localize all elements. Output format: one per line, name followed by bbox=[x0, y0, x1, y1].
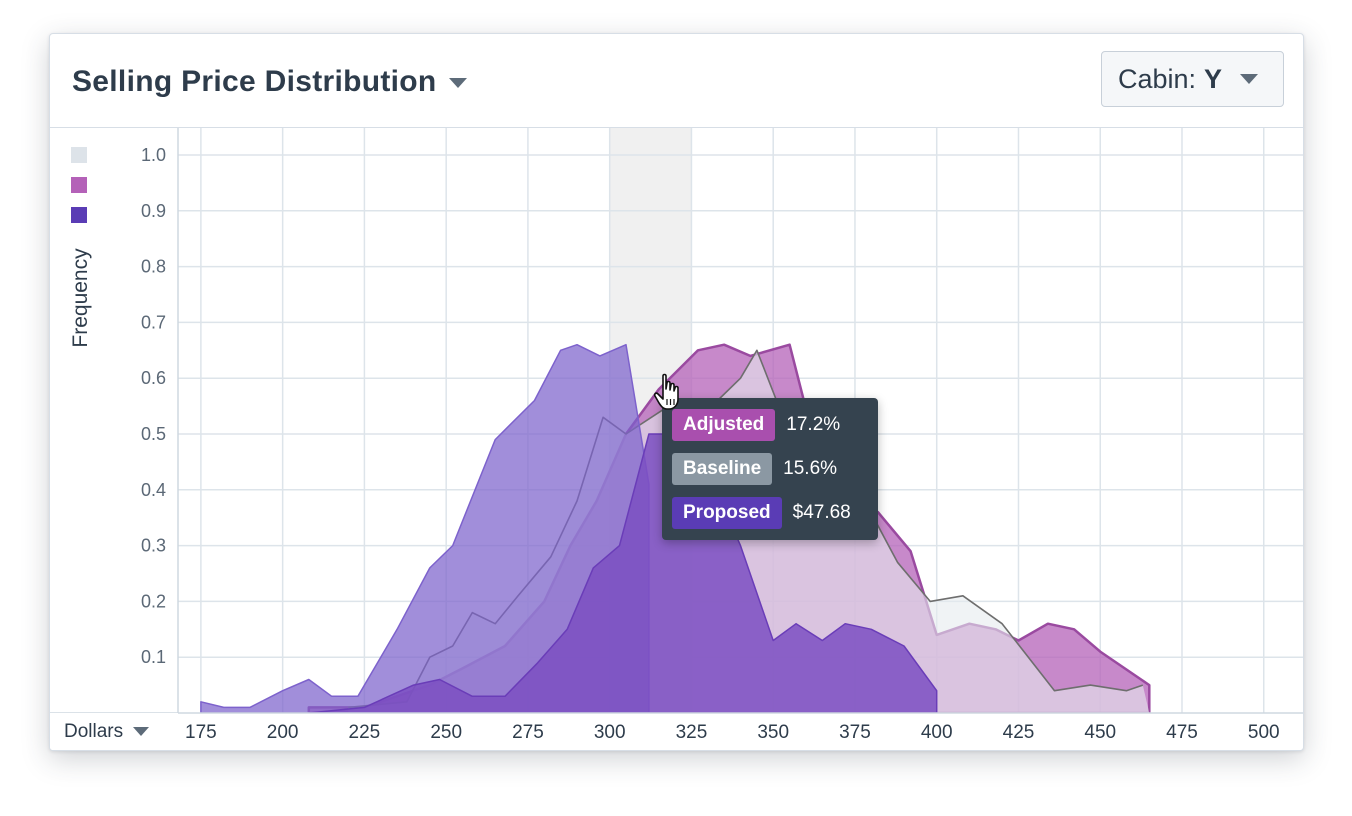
x-tick-label: 300 bbox=[594, 722, 626, 743]
legend-swatch bbox=[71, 177, 87, 193]
chart-title: Selling Price Distribution bbox=[72, 65, 437, 98]
y-tick-label: 0.5 bbox=[141, 424, 166, 444]
y-tick-label: 0.3 bbox=[141, 536, 166, 556]
y-tick-label: 0.9 bbox=[141, 201, 166, 221]
legend-swatch bbox=[71, 147, 87, 163]
cabin-label: Cabin: bbox=[1118, 63, 1197, 94]
y-tick-label: 1.0 bbox=[141, 145, 166, 165]
tooltip-badge-adjusted: Adjusted bbox=[672, 409, 776, 441]
x-tick-label: 350 bbox=[757, 722, 789, 743]
x-axis-band bbox=[50, 713, 1303, 750]
chevron-down-icon bbox=[448, 78, 467, 88]
y-tick-label: 0.1 bbox=[141, 647, 166, 667]
x-tick-label: 500 bbox=[1248, 722, 1280, 743]
x-tick-label: 200 bbox=[267, 722, 299, 743]
y-tick-label: 0.8 bbox=[141, 257, 166, 277]
y-tick-label: 0.4 bbox=[141, 480, 166, 500]
x-tick-label: 450 bbox=[1084, 722, 1116, 743]
legend-swatch bbox=[71, 207, 87, 223]
cabin-select[interactable]: Cabin: Y bbox=[1101, 51, 1284, 107]
hand-cursor-icon bbox=[653, 373, 679, 410]
tooltip-row-adjusted: Adjusted 17.2% bbox=[672, 409, 840, 441]
tooltip-badge-proposed: Proposed bbox=[672, 497, 782, 529]
chart-title-dropdown[interactable]: Selling Price Distribution bbox=[72, 62, 467, 102]
x-tick-label: 275 bbox=[512, 722, 544, 743]
hover-tooltip: Adjusted 17.2% Baseline 15.6% Proposed $… bbox=[662, 398, 878, 540]
tooltip-row-baseline: Baseline 15.6% bbox=[672, 453, 837, 485]
x-tick-label: 475 bbox=[1166, 722, 1198, 743]
y-axis-gutter bbox=[50, 128, 178, 713]
tooltip-badge-baseline: Baseline bbox=[672, 453, 773, 485]
x-tick-label: 250 bbox=[430, 722, 462, 743]
y-tick-label: 0.2 bbox=[141, 591, 166, 611]
y-tick-label: 0.7 bbox=[141, 312, 166, 332]
cabin-value: Y bbox=[1204, 63, 1223, 94]
chevron-down-icon bbox=[133, 727, 150, 736]
y-tick-label: 0.6 bbox=[141, 368, 166, 388]
x-tick-label: 425 bbox=[1003, 722, 1035, 743]
x-tick-label: 175 bbox=[185, 722, 217, 743]
x-tick-label: 375 bbox=[839, 722, 871, 743]
y-axis-label: Frequency bbox=[69, 248, 92, 348]
chevron-down-icon bbox=[1240, 74, 1259, 84]
tooltip-row-proposed: Proposed $47.68 bbox=[672, 497, 851, 529]
card-header: Selling Price Distribution Cabin: Y bbox=[50, 34, 1303, 128]
x-tick-label: 225 bbox=[349, 722, 381, 743]
tooltip-value-proposed: $47.68 bbox=[792, 502, 851, 523]
x-tick-label: 325 bbox=[676, 722, 708, 743]
x-unit-label: Dollars bbox=[64, 720, 124, 742]
tooltip-value-baseline: 15.6% bbox=[783, 458, 838, 479]
tooltip-value-adjusted: 17.2% bbox=[786, 414, 841, 435]
x-unit-dropdown[interactable]: Dollars bbox=[50, 713, 178, 750]
x-tick-label: 400 bbox=[921, 722, 953, 743]
